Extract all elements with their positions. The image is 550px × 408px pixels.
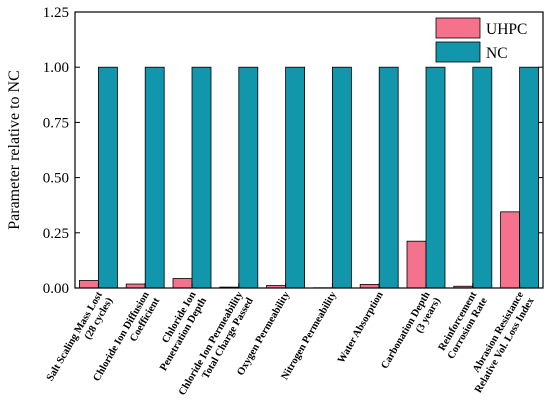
y-tick-label: 1.25 bbox=[43, 5, 69, 21]
x-category-line: Water Absorption bbox=[336, 290, 386, 365]
y-tick-label: 1.00 bbox=[43, 60, 69, 76]
bar-nc bbox=[425, 66, 446, 289]
plot-frame bbox=[74, 11, 544, 289]
y-tick-label: 0.00 bbox=[43, 281, 69, 297]
y-axis: 0.00 0.25 0.50 0.75 1.00 1.25 bbox=[43, 5, 543, 297]
bar-uhpc bbox=[406, 240, 427, 289]
legend: UHPC NC bbox=[435, 17, 527, 63]
x-category-label: Carbonation Depth(3 years) bbox=[379, 290, 443, 377]
legend-swatch-uhpc bbox=[435, 17, 481, 39]
bar-nc bbox=[238, 66, 259, 289]
legend-label-nc: NC bbox=[486, 45, 508, 62]
bar-uhpc bbox=[500, 211, 521, 289]
y-tick-label: 0.50 bbox=[43, 171, 69, 187]
legend-swatch-nc bbox=[435, 41, 481, 63]
plot-bars bbox=[79, 66, 539, 289]
bar-nc bbox=[191, 66, 212, 289]
bar-nc bbox=[378, 66, 399, 289]
y-tick-label: 0.75 bbox=[43, 115, 69, 131]
bar-nc bbox=[331, 66, 352, 289]
x-category-label: Nitrogen Permeability bbox=[280, 289, 340, 382]
bar-uhpc bbox=[79, 280, 99, 289]
x-category-label: Water Absorption bbox=[336, 290, 386, 365]
bar-nc bbox=[472, 66, 493, 289]
x-axis: Salt Scaling Mass Lost(28 cycles)Chlorid… bbox=[45, 283, 537, 398]
bar-nc bbox=[519, 66, 539, 289]
bar-nc bbox=[98, 66, 118, 289]
bar-nc bbox=[285, 66, 306, 289]
y-axis-label: Parameter relative to NC bbox=[6, 70, 23, 230]
y-tick-label: 0.25 bbox=[43, 226, 69, 242]
x-category-line: Nitrogen Permeability bbox=[280, 289, 340, 382]
legend-label-uhpc: UHPC bbox=[486, 21, 527, 38]
bar-uhpc bbox=[172, 278, 193, 289]
bar-nc bbox=[144, 66, 165, 289]
